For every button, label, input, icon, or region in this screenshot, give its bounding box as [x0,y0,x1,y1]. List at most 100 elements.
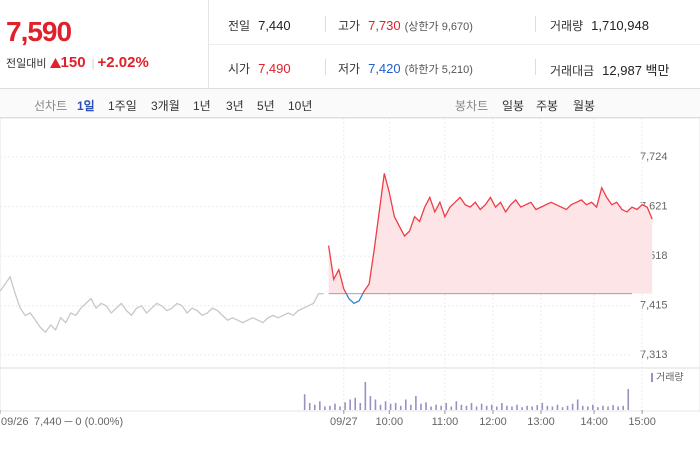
volume-bar [354,397,357,410]
volume-bar [546,405,549,410]
volume-bar [339,406,341,410]
volume-bar [420,403,422,410]
stat-value: 7,420 [368,61,401,76]
volume-bar [384,401,387,410]
stat: 고가 7,730 (상한가 9,670) [338,17,473,34]
stat-label: 거래대금 [550,64,595,78]
line [0,275,324,334]
volume-bar [359,403,362,410]
prev-summary: 7,440 ─ 0 (0.00%) [34,416,123,428]
stat: 거래대금 12,987 백만 [550,60,669,79]
volume-bar [440,405,442,410]
y-tick-label: 7,313 [640,349,668,361]
volume-bar [445,403,448,410]
volume-bar [576,399,579,410]
y-tick-label: 7,724 [640,151,668,163]
price: 7,590 [6,16,72,47]
volume-bar [612,405,614,410]
price-box: 7,590 전일대비 150 | +2.02% [0,0,209,88]
volume-bar [592,404,594,410]
tab-bar: 선차트 1일 1주일 3개월 1년 3년 5년 10년 봉차트 일봉 주봉 월봉 [0,89,700,118]
change-label: 전일대비 [6,58,47,70]
volume-bar [319,401,321,410]
volume-bar [516,404,518,410]
volume-bar [495,406,498,410]
area [328,173,653,294]
period-tab[interactable]: 10년 [288,99,313,113]
stat-label: 거래량 [550,19,584,33]
period-tab[interactable]: 3년 [226,99,244,113]
volume-bar [425,402,427,410]
change-pct: +2.02% [97,54,149,71]
volume-bar [556,404,559,410]
y-tick-label: 7,415 [640,300,668,312]
stat: 거래량 1,710,948 [550,17,649,34]
volume-bar [460,404,463,410]
candle-tab[interactable]: 주봉 [536,99,559,113]
period-tab[interactable]: 1년 [193,99,211,113]
volume-bar [329,405,331,410]
period-tab[interactable]: 5년 [257,99,275,113]
volume-bar [379,404,382,410]
volume-bar [455,401,458,410]
volume-bar [303,394,306,410]
volume-bar [551,406,554,410]
period-tab[interactable]: 1주일 [108,99,137,113]
volume-bar [470,403,473,410]
volume-bar [480,403,483,410]
volume-bar [313,404,316,410]
volume-bar [394,403,397,410]
volume-bar [536,405,539,410]
x-tick-label: 11:00 [432,416,459,428]
legend-label: 거래량 [656,372,684,384]
volume-bar [607,406,609,410]
volume-bar [415,396,417,410]
x-tick-label: 09/26 [1,416,29,428]
volume-bar [617,406,619,410]
volume-bar [369,396,372,410]
candle-tab[interactable]: 일봉 [502,99,525,113]
volume-bar [410,404,412,410]
volume-bar [622,405,624,410]
x-tick-label: 13:00 [527,416,555,428]
volume-bar [399,405,402,410]
summary: 7,590 전일대비 150 | +2.02% 전일 7,440 고가 7,730 (상… [0,0,700,89]
period-tab[interactable]: 3개월 [151,99,180,113]
tab-label: 봉차트 [455,99,489,113]
period-tab[interactable]: 1일 [77,99,95,113]
stat-label: 고가 [338,19,361,33]
tab-label: 선차트 [34,99,68,113]
stat-value: 1,710,948 [591,18,649,33]
stat-label: 저가 [338,62,361,76]
volume-bar [475,406,478,410]
stat-value: 7,730 [368,18,401,33]
stat-label: 전일 [228,19,251,33]
volume-bar [465,405,468,410]
x-tick-label: 09/27 [330,416,358,428]
stat-value: 7,440 [258,18,291,33]
volume-bar [586,406,589,410]
volume-bar [308,403,311,410]
x-tick-label: 14:00 [580,416,608,428]
plot-frame [0,118,700,412]
volume-bar [389,403,392,410]
stat-value: 12,987 백만 [602,63,670,78]
candle-tab[interactable]: 월봉 [573,99,596,113]
change-value: 150 [60,54,86,71]
stat-note: (상한가 9,670) [404,21,473,33]
change: 전일대비 150 | +2.02% [6,54,149,71]
volume-bar [501,403,503,410]
volume-bar [450,406,453,410]
stat-note: (하한가 5,210) [404,64,473,76]
volume-bar [506,405,508,410]
stat-label: 시가 [228,62,251,76]
volume-bar [602,405,604,410]
volume-bar [566,405,569,410]
volume-bar [435,404,437,410]
up-arrow [49,58,61,68]
volume-bar [334,403,336,410]
line [327,173,653,294]
volume-bar [627,389,630,410]
